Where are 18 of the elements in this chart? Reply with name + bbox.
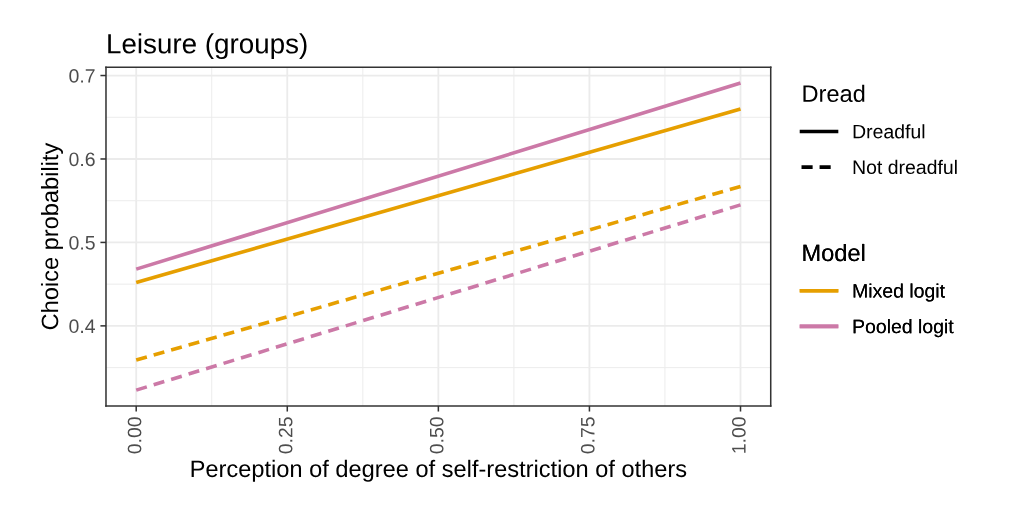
x-tick-label: 0.00 [127,417,142,454]
legend-title: Model [803,243,865,262]
legend-label: Mixed logit [853,283,945,302]
x-tick-label: 0.50 [429,417,444,454]
text: Dreadful [853,124,925,139]
text: Dread [803,84,865,103]
x-tick-label: 0.75 [580,417,595,454]
y-axis-title: Choice probability [40,142,63,330]
text: Not dreadful [853,159,957,175]
chart-title: Leisure (groups) [108,33,307,60]
legend-label: Pooled logit [853,319,954,338]
x-tick-label: 0.25 [278,417,293,454]
y-tick-label: 0.6 [69,152,95,167]
y-tick-label: 0.7 [69,69,95,83]
x-axis-title: Perception of degree of self-restriction of others [191,459,687,482]
x-tick-label: 1.00 [731,417,746,453]
y-tick-label: 0.4 [69,319,95,334]
y-tick-label: 0.5 [69,235,95,250]
